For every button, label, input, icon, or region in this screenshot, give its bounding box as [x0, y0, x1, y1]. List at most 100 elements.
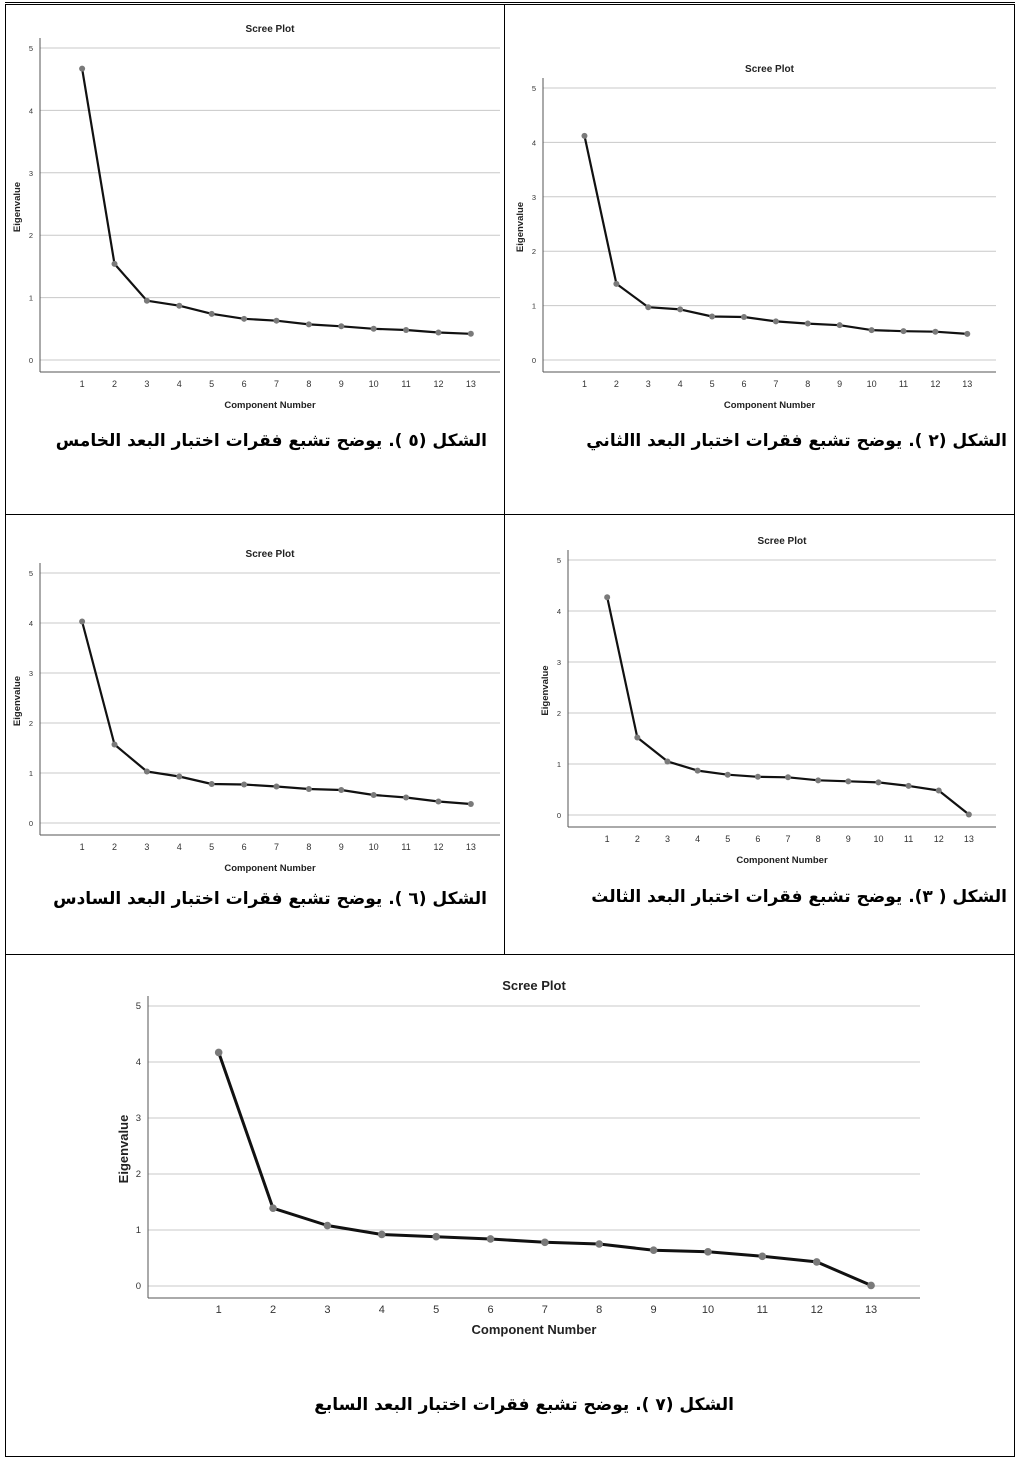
x-tick-label: 7 — [542, 1304, 548, 1316]
data-point — [432, 1232, 440, 1241]
x-tick-label: 3 — [144, 842, 149, 852]
table-divider-vertical — [504, 4, 505, 954]
y-tick-label: 4 — [557, 607, 561, 616]
table-divider-row-2 — [5, 954, 1015, 955]
data-point — [804, 320, 811, 327]
x-tick-label: 3 — [144, 379, 149, 389]
data-point — [467, 330, 474, 337]
data-point — [595, 1240, 604, 1248]
x-tick-label: 10 — [867, 379, 877, 389]
data-point — [338, 323, 345, 330]
data-point — [143, 768, 150, 775]
x-tick-label: 9 — [339, 379, 344, 389]
data-point — [604, 594, 611, 601]
data-point — [836, 322, 843, 329]
data-point — [273, 783, 280, 790]
data-point — [403, 794, 410, 801]
y-tick-label: 2 — [557, 709, 561, 718]
caption-second-dimension: الشكل (٢ ). يوضح تشبع فقرات اختبار البعد… — [586, 431, 1007, 451]
data-point — [772, 318, 779, 325]
data-point — [964, 330, 971, 337]
y-tick-label: 3 — [136, 1113, 141, 1124]
y-tick-label: 1 — [29, 294, 33, 303]
data-point — [758, 1252, 767, 1261]
eigenvalue-series-line — [81, 621, 471, 806]
x-tick-label: 5 — [209, 842, 214, 852]
data-point — [79, 65, 86, 72]
data-point — [214, 1048, 223, 1057]
data-point — [677, 306, 684, 313]
y-axis-label: Eigenvalue — [116, 1115, 131, 1184]
data-point — [645, 304, 652, 311]
table-divider-row-1 — [5, 514, 1015, 515]
x-tick-label: 4 — [177, 379, 182, 389]
x-tick-label: 11 — [757, 1304, 768, 1316]
data-point — [323, 1221, 332, 1230]
x-tick-label: 9 — [339, 842, 344, 852]
chart-cell-seventh-dimension: Scree Plot 0 1 2 3 4 5 1 2 3 4 5 6 7 8 9 10 11 12 13 Compone… — [100, 960, 930, 1350]
x-tick-label: 9 — [837, 379, 842, 389]
x-tick-label: 2 — [112, 379, 117, 389]
chart-title: Scree Plot — [745, 64, 795, 75]
data-point — [467, 801, 474, 807]
x-tick-label: 4 — [379, 1304, 385, 1316]
y-axis-label: Eigenvalue — [12, 182, 23, 232]
x-tick-label: 8 — [306, 379, 311, 389]
x-tick-label: 6 — [741, 379, 746, 389]
chart-title: Scree Plot — [758, 536, 808, 547]
data-point — [867, 1281, 875, 1290]
x-tick-label: 9 — [846, 834, 851, 844]
eigenvalue-series-line — [606, 596, 970, 816]
data-point — [269, 1204, 277, 1212]
y-tick-label: 5 — [557, 556, 561, 565]
x-tick-label: 4 — [695, 834, 700, 844]
table-top-rule — [5, 2, 1015, 3]
x-tick-label: 13 — [466, 842, 476, 852]
x-axis-label: Component Number — [224, 863, 316, 874]
x-tick-label: 2 — [614, 379, 619, 389]
data-point — [338, 787, 345, 793]
data-point — [694, 767, 701, 774]
x-tick-label: 5 — [725, 834, 730, 844]
data-point — [305, 786, 312, 792]
x-tick-label: 1 — [216, 1304, 222, 1316]
x-tick-label: 2 — [270, 1304, 276, 1316]
y-tick-label: 5 — [29, 569, 33, 578]
data-point — [111, 260, 118, 267]
y-axis-label: Eigenvalue — [12, 676, 23, 726]
y-tick-label: 4 — [29, 106, 33, 115]
chart-cell-sixth-dimension: Scree Plot 0 1 2 3 4 5 1 2 3 4 5 6 7 8 9 10 11 12 13 Compone… — [6, 530, 504, 880]
x-tick-label: 10 — [702, 1304, 714, 1316]
y-tick-label: 0 — [29, 356, 33, 365]
x-axis-label: Component Number — [472, 1322, 597, 1337]
data-point — [932, 328, 939, 335]
data-point — [965, 811, 972, 818]
data-point — [377, 1230, 386, 1239]
y-tick-label: 0 — [532, 356, 536, 365]
x-tick-label: 7 — [773, 379, 778, 389]
data-point — [754, 773, 761, 780]
data-point — [845, 778, 852, 785]
x-axis-label: Component Number — [736, 855, 828, 866]
data-point — [581, 132, 588, 139]
x-tick-label: 6 — [242, 842, 247, 852]
data-point — [935, 787, 942, 794]
x-axis-label: Component Number — [224, 400, 316, 411]
chart-cell-fifth-dimension: Scree Plot 0 1 2 3 4 5 1 2 3 4 5 6 7 8 9 10 11 12 13 Compone… — [6, 20, 504, 420]
x-tick-label: 1 — [80, 379, 85, 389]
x-tick-label: 11 — [401, 379, 410, 389]
x-tick-label: 12 — [433, 379, 443, 389]
x-tick-label: 13 — [865, 1304, 877, 1316]
data-point — [486, 1235, 495, 1243]
data-point — [176, 302, 183, 309]
x-tick-label: 3 — [324, 1304, 330, 1316]
chart-title: Scree Plot — [246, 549, 296, 560]
x-tick-label: 3 — [665, 834, 670, 844]
data-point — [370, 325, 377, 332]
x-tick-label: 5 — [433, 1304, 439, 1316]
data-point — [785, 774, 792, 781]
y-tick-label: 3 — [532, 193, 536, 202]
data-point — [704, 1248, 712, 1256]
